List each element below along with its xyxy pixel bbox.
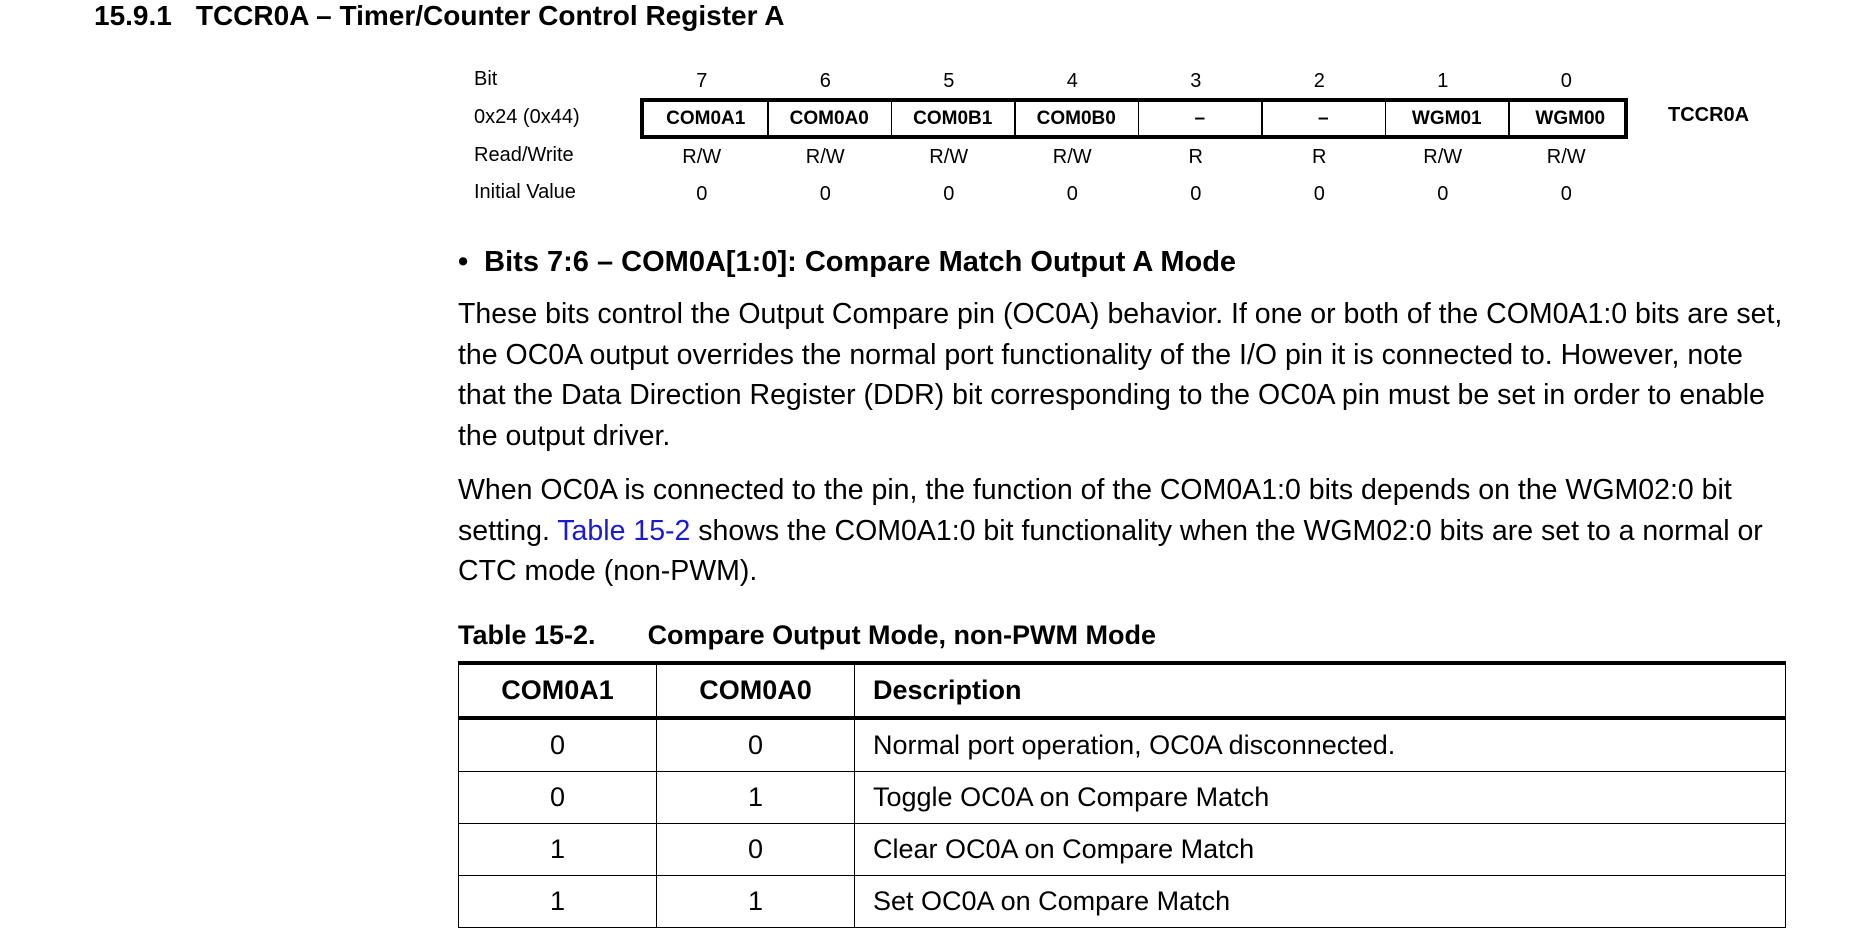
register-bit-box: COM0A1 COM0A0 COM0B1 COM0B0 – – WGM01 WG… [640, 98, 1628, 139]
initial-value: 0 [819, 183, 831, 205]
cell-com0a1: 1 [458, 875, 657, 928]
table-caption: Table 15-2. Compare Output Mode, non-PWM … [458, 620, 1156, 651]
bullet-heading-text: Bits 7:6 – COM0A[1:0]: Compare Match Out… [484, 246, 1237, 278]
bit-name: WGM01 [1411, 108, 1482, 129]
bit-divider [1014, 102, 1016, 135]
bit-name: – [1317, 108, 1329, 129]
bit-divider [1261, 102, 1263, 135]
rw-value: R/W [1423, 146, 1463, 168]
table-header-row: COM0A1 COM0A0 Description [458, 662, 1786, 719]
initial-value: 0 [1437, 183, 1449, 205]
bit-number: 5 [943, 70, 955, 92]
rw-value: R/W [1052, 146, 1092, 168]
cell-com0a1: 1 [458, 823, 657, 876]
cell-description: Toggle OC0A on Compare Match [854, 771, 1786, 824]
bit-number: 4 [1066, 70, 1078, 92]
table-row: 0 0 Normal port operation, OC0A disconne… [458, 717, 1786, 772]
section-title: TCCR0A – Timer/Counter Control Register … [195, 0, 785, 31]
rw-value: R [1312, 146, 1327, 168]
bit-number: 2 [1313, 70, 1325, 92]
rw-value: R/W [929, 146, 969, 168]
paragraph-2-text-a: When OC0A is connected to the pin, the f… [458, 474, 1732, 547]
header-com0a0: COM0A0 [656, 662, 855, 719]
cell-description: Normal port operation, OC0A disconnected… [854, 717, 1786, 772]
table-15-2-link[interactable]: Table 15-2 [557, 514, 691, 547]
header-description: Description [854, 662, 1786, 719]
row-label-rw: Read/Write [474, 144, 574, 166]
initial-value: 0 [1066, 183, 1078, 205]
paragraph-2-text-b: shows the COM0A1:0 bit functionality whe… [458, 514, 1763, 588]
rw-value: R/W [805, 146, 845, 168]
register-name: TCCR0A [1668, 104, 1750, 126]
initial-value: 0 [1190, 183, 1202, 205]
header-com0a1: COM0A1 [458, 662, 657, 719]
row-label-address: 0x24 (0x44) [474, 106, 580, 128]
bit-description-heading: • Bits 7:6 – COM0A[1:0]: Compare Match Ou… [458, 246, 1236, 279]
section-number: 15.9.1 [94, 0, 172, 31]
table-row: 1 0 Clear OC0A on Compare Match [458, 823, 1786, 876]
bit-divider [767, 102, 769, 135]
bit-number: 7 [696, 70, 708, 92]
table-row: 0 1 Toggle OC0A on Compare Match [458, 771, 1786, 824]
initial-value: 0 [1313, 183, 1325, 205]
paragraph-2: When OC0A is connected to the pin, the f… [458, 470, 1798, 592]
rw-value: R/W [1546, 146, 1586, 168]
cell-com0a0: 1 [656, 875, 855, 928]
bit-number-row: 7 6 5 4 3 2 1 0 [640, 66, 1628, 96]
section-heading: 15.9.1 TCCR0A – Timer/Counter Control Reg… [94, 0, 784, 32]
table-caption-number: Table 15-2. [458, 620, 596, 650]
initial-value: 0 [1560, 183, 1572, 205]
table-row: 1 1 Set OC0A on Compare Match [458, 875, 1786, 928]
rw-row: R/W R/W R/W R/W R R R/W R/W [640, 142, 1628, 172]
cell-com0a0: 1 [656, 771, 855, 824]
bit-name: COM0A1 [666, 108, 746, 129]
rw-value: R [1188, 146, 1203, 168]
bit-divider [1508, 102, 1510, 135]
table-caption-title: Compare Output Mode, non-PWM Mode [647, 620, 1157, 650]
rw-value: R/W [682, 146, 722, 168]
cell-description: Clear OC0A on Compare Match [854, 823, 1786, 876]
cell-com0a1: 0 [458, 717, 657, 772]
bit-number: 0 [1560, 70, 1572, 92]
bit-number: 1 [1437, 70, 1449, 92]
bit-number: 3 [1190, 70, 1202, 92]
bit-name: COM0A0 [789, 108, 869, 129]
bit-number: 6 [819, 70, 831, 92]
bit-divider [1384, 102, 1386, 135]
bit-name: WGM00 [1535, 108, 1606, 129]
cell-com0a0: 0 [656, 823, 855, 876]
bit-divider [1137, 102, 1139, 135]
bit-name: COM0B0 [1036, 108, 1116, 129]
row-label-bit: Bit [474, 68, 498, 90]
bullet-marker: • [458, 246, 469, 278]
initial-value-row: 0 0 0 0 0 0 0 0 [640, 179, 1628, 209]
bit-name: COM0B1 [913, 108, 993, 129]
bit-name: – [1194, 108, 1206, 129]
cell-description: Set OC0A on Compare Match [854, 875, 1786, 928]
initial-value: 0 [696, 183, 708, 205]
cell-com0a1: 0 [458, 771, 657, 824]
bit-divider [890, 102, 892, 135]
paragraph-1: These bits control the Output Compare pi… [458, 298, 1783, 452]
initial-value: 0 [943, 183, 955, 205]
row-label-initial: Initial Value [474, 181, 576, 203]
cell-com0a0: 0 [656, 717, 855, 772]
compare-output-mode-table: COM0A1 COM0A0 Description 0 0 Normal por… [458, 661, 1786, 928]
